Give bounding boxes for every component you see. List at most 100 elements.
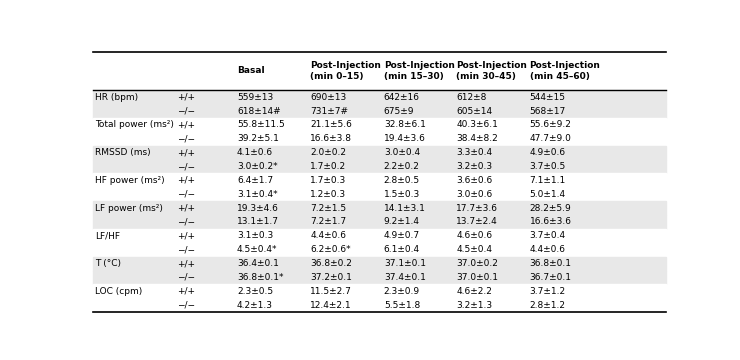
Bar [92,90,666,104]
Text: 40.3±6.1: 40.3±6.1 [456,121,498,130]
Text: 3.1±0.3: 3.1±0.3 [237,231,273,240]
Text: 4.5±0.4*: 4.5±0.4* [237,245,278,254]
Text: 2.8±0.5: 2.8±0.5 [384,176,420,185]
Text: 605±14: 605±14 [456,107,492,116]
Text: 36.8±0.2: 36.8±0.2 [311,259,352,268]
Bar [92,215,666,229]
Bar [92,146,666,159]
Text: 618±14#: 618±14# [237,107,280,116]
Bar [92,159,666,174]
Text: 17.7±3.6: 17.7±3.6 [456,204,498,213]
Bar [92,229,666,243]
Text: 32.8±6.1: 32.8±6.1 [384,121,425,130]
Text: 6.1±0.4: 6.1±0.4 [384,245,420,254]
Text: 4.5±0.4: 4.5±0.4 [456,245,492,254]
Text: 559±13: 559±13 [237,93,273,102]
Text: +/+: +/+ [178,93,195,102]
Text: 1.7±0.3: 1.7±0.3 [311,176,346,185]
Text: 11.5±2.7: 11.5±2.7 [311,287,352,296]
Text: 675±9: 675±9 [384,107,414,116]
Text: +/+: +/+ [178,176,195,185]
Bar [92,104,666,118]
Text: 4.9±0.6: 4.9±0.6 [530,148,565,157]
Text: 4.1±0.6: 4.1±0.6 [237,148,273,157]
Text: +/+: +/+ [178,231,195,240]
Text: 4.9±0.7: 4.9±0.7 [384,231,420,240]
Text: 3.7±1.2: 3.7±1.2 [530,287,565,296]
Text: 38.4±8.2: 38.4±8.2 [456,134,498,143]
Text: 5.5±1.8: 5.5±1.8 [384,301,420,310]
Bar [92,257,666,270]
Text: 14.1±3.1: 14.1±3.1 [384,204,425,213]
Text: 7.2±1.7: 7.2±1.7 [311,217,346,226]
Text: 7.2±1.5: 7.2±1.5 [311,204,346,213]
Text: 3.0±0.6: 3.0±0.6 [456,190,492,199]
Text: T (°C): T (°C) [95,259,121,268]
Text: 39.2±5.1: 39.2±5.1 [237,134,279,143]
Text: 642±16: 642±16 [384,93,420,102]
Text: 3.2±1.3: 3.2±1.3 [456,301,492,310]
Text: 36.7±0.1: 36.7±0.1 [530,273,571,282]
Text: 544±15: 544±15 [530,93,565,102]
Text: 37.0±0.2: 37.0±0.2 [456,259,498,268]
Text: 2.8±1.2: 2.8±1.2 [530,301,565,310]
Text: 47.7±9.0: 47.7±9.0 [530,134,571,143]
Text: Post-Injection
(min 30–45): Post-Injection (min 30–45) [456,61,527,81]
Text: 13.1±1.7: 13.1±1.7 [237,217,279,226]
Text: 21.1±5.6: 21.1±5.6 [311,121,352,130]
Text: 2.3±0.9: 2.3±0.9 [384,287,420,296]
Bar [92,270,666,284]
Text: 3.6±0.6: 3.6±0.6 [456,176,492,185]
Text: 36.4±0.1: 36.4±0.1 [237,259,279,268]
Text: 2.2±0.2: 2.2±0.2 [384,162,420,171]
Text: 3.0±0.4: 3.0±0.4 [384,148,420,157]
Text: 3.3±0.4: 3.3±0.4 [456,148,492,157]
Text: 13.7±2.4: 13.7±2.4 [456,217,498,226]
Text: HF power (ms²): HF power (ms²) [95,176,164,185]
Text: −/−: −/− [178,134,195,143]
Text: +/+: +/+ [178,148,195,157]
Text: 4.6±0.6: 4.6±0.6 [456,231,492,240]
Text: 568±17: 568±17 [530,107,566,116]
Text: 612±8: 612±8 [456,93,486,102]
Bar [92,201,666,215]
Text: 6.4±1.7: 6.4±1.7 [237,176,273,185]
Text: 731±7#: 731±7# [311,107,349,116]
Text: 3.0±0.2*: 3.0±0.2* [237,162,278,171]
Text: 37.4±0.1: 37.4±0.1 [384,273,425,282]
Text: +/+: +/+ [178,121,195,130]
Text: 1.2±0.3: 1.2±0.3 [311,190,346,199]
Text: 7.1±1.1: 7.1±1.1 [530,176,566,185]
Text: Post-Injection
(min 0–15): Post-Injection (min 0–15) [311,61,381,81]
Text: 19.4±3.6: 19.4±3.6 [384,134,425,143]
Text: HR (bpm): HR (bpm) [95,93,138,102]
Text: 16.6±3.8: 16.6±3.8 [311,134,352,143]
Bar [92,132,666,146]
Text: 37.2±0.1: 37.2±0.1 [311,273,352,282]
Text: Post-Injection
(min 45–60): Post-Injection (min 45–60) [530,61,600,81]
Text: LOC (cpm): LOC (cpm) [95,287,142,296]
Text: Basal: Basal [237,66,265,75]
Text: 4.4±0.6: 4.4±0.6 [530,245,565,254]
Text: 16.6±3.6: 16.6±3.6 [530,217,571,226]
Bar [92,174,666,187]
Bar [92,243,666,257]
Text: 5.0±1.4: 5.0±1.4 [530,190,565,199]
Text: −/−: −/− [178,273,195,282]
Text: 3.2±0.3: 3.2±0.3 [456,162,492,171]
Text: 1.7±0.2: 1.7±0.2 [311,162,346,171]
Text: −/−: −/− [178,162,195,171]
Text: 3.1±0.4*: 3.1±0.4* [237,190,278,199]
Text: 12.4±2.1: 12.4±2.1 [311,301,352,310]
Text: 1.5±0.3: 1.5±0.3 [384,190,420,199]
Text: 2.0±0.2: 2.0±0.2 [311,148,346,157]
Text: Total power (ms²): Total power (ms²) [95,121,174,130]
Text: 36.8±0.1*: 36.8±0.1* [237,273,283,282]
Bar [92,284,666,298]
Text: −/−: −/− [178,190,195,199]
Text: LF/HF: LF/HF [95,231,120,240]
Text: 55.8±11.5: 55.8±11.5 [237,121,285,130]
Text: +/+: +/+ [178,259,195,268]
Bar [92,298,666,312]
Text: RMSSD (ms): RMSSD (ms) [95,148,150,157]
